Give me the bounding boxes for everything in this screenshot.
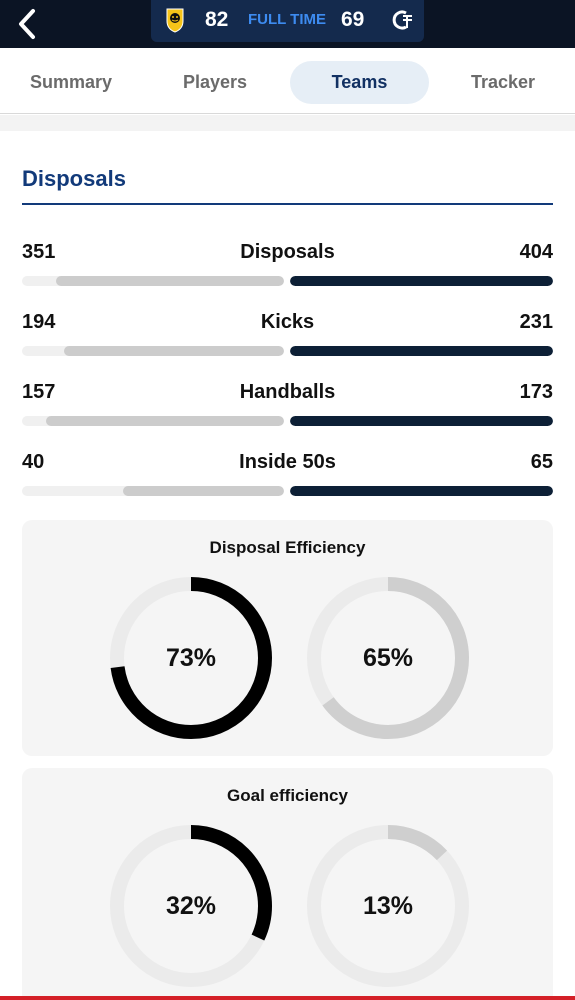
match-header: 82 FULL TIME 69 — [0, 0, 575, 48]
away-bar-fill — [290, 416, 553, 426]
home-bar-track — [22, 486, 284, 496]
home-efficiency-donut: 73% — [106, 573, 276, 743]
chevron-left-icon — [19, 9, 35, 39]
donut-percent-label: 13% — [362, 891, 414, 920]
away-team-score: 69 — [341, 8, 365, 31]
away-efficiency-donut: 65% — [303, 573, 473, 743]
stat-row-inside-50s: 40 Inside 50s 65 — [22, 451, 553, 501]
donut-percent-label: 65% — [362, 643, 414, 672]
away-stat-value: 404 — [519, 241, 553, 263]
home-bar-fill — [56, 276, 284, 286]
section-divider — [0, 115, 575, 131]
stat-row-kicks: 194 Kicks 231 — [22, 311, 553, 361]
donut-value-arc — [110, 825, 272, 987]
tab-bar: Summary Players Teams Tracker — [0, 48, 575, 114]
home-stat-value: 351 — [22, 241, 56, 263]
away-bar-fill — [290, 486, 553, 496]
away-goal-efficiency-donut: 13% — [303, 821, 473, 991]
home-stat-value: 40 — [22, 451, 45, 473]
home-stat-value: 194 — [22, 311, 56, 333]
home-goal-efficiency-donut: 32% — [106, 821, 276, 991]
section-underline — [22, 203, 553, 205]
section-title: Disposals — [22, 166, 126, 191]
stat-row-disposals: 351 Disposals 404 — [22, 241, 553, 291]
away-stat-value: 173 — [519, 381, 553, 403]
stat-label: Inside 50s — [239, 451, 336, 473]
home-bar-track — [22, 276, 284, 286]
richmond-tiger-logo-icon — [161, 6, 189, 34]
tab-players[interactable]: Players — [182, 72, 248, 92]
home-team-score: 82 — [205, 8, 229, 31]
card-title: Goal efficiency — [227, 786, 348, 805]
card-title: Disposal Efficiency — [209, 538, 366, 557]
away-bar-fill — [290, 276, 553, 286]
stat-label: Disposals — [240, 241, 335, 263]
home-bar-fill — [46, 416, 284, 426]
tab-tracker[interactable]: Tracker — [470, 72, 536, 92]
home-bar-fill — [122, 486, 284, 496]
stat-label: Kicks — [260, 311, 315, 333]
disposal-efficiency-card: Disposal Efficiency 73% 65% — [22, 520, 553, 756]
home-bar-track — [22, 416, 284, 426]
donut-value-arc — [307, 577, 469, 739]
match-status: FULL TIME — [247, 11, 327, 28]
away-bar-track — [290, 416, 553, 426]
tab-teams[interactable]: Teams — [290, 61, 429, 104]
home-bar-track — [22, 346, 284, 356]
back-button[interactable] — [10, 6, 46, 42]
stat-row-handballs: 157 Handballs 173 — [22, 381, 553, 431]
home-bar-fill — [63, 346, 284, 356]
bottom-accent-line — [0, 996, 575, 1000]
away-bar-track — [290, 346, 553, 356]
donut-percent-label: 73% — [165, 643, 217, 672]
away-bar-fill — [290, 346, 553, 356]
away-bar-track — [290, 486, 553, 496]
donut-value-arc — [110, 577, 272, 739]
home-stat-value: 157 — [22, 381, 56, 403]
carlton-cfc-logo-icon — [387, 6, 415, 34]
tab-summary[interactable]: Summary — [29, 72, 113, 92]
goal-efficiency-card: Goal efficiency 32% 13% — [22, 768, 553, 1000]
score-pill: 82 FULL TIME 69 — [151, 0, 424, 42]
away-stat-value: 231 — [519, 311, 553, 333]
away-stat-value: 65 — [530, 451, 553, 473]
donut-percent-label: 32% — [165, 891, 217, 920]
donut-value-arc — [307, 825, 469, 987]
stat-label: Handballs — [239, 381, 336, 403]
away-bar-track — [290, 276, 553, 286]
